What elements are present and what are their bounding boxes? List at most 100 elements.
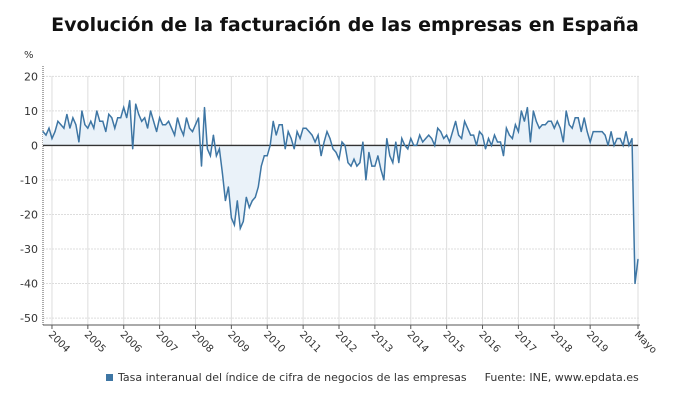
data-point: [478, 131, 481, 133]
data-point: [347, 162, 349, 164]
data-point: [449, 141, 451, 143]
data-point: [153, 120, 155, 122]
data-point: [123, 106, 125, 109]
data-point: [365, 179, 367, 181]
source-text: Fuente: INE, www.epdata.es: [484, 371, 639, 384]
data-point: [45, 134, 47, 136]
y-tick-label: -40: [20, 278, 38, 291]
data-point: [568, 124, 570, 126]
data-point: [547, 120, 549, 122]
data-point: [595, 131, 597, 133]
x-tick-label: 2019: [584, 329, 610, 355]
data-point: [356, 165, 358, 167]
data-point: [209, 155, 212, 157]
data-point: [484, 148, 487, 150]
data-point: [422, 141, 424, 143]
data-point: [425, 137, 427, 140]
data-point: [129, 99, 131, 102]
data-point: [260, 165, 262, 167]
data-point: [69, 127, 71, 129]
data-point: [323, 141, 325, 143]
data-point: [404, 144, 406, 147]
data-point: [472, 134, 475, 136]
data-point: [320, 155, 322, 157]
data-point: [514, 124, 517, 126]
data-point: [481, 134, 484, 136]
data-point: [170, 127, 173, 129]
data-point: [120, 117, 122, 119]
data-point: [173, 134, 176, 136]
data-point: [54, 131, 56, 133]
data-point: [299, 137, 301, 140]
data-point: [197, 117, 200, 119]
data-point: [284, 148, 286, 150]
data-point: [440, 131, 442, 133]
data-point: [302, 127, 304, 129]
data-point: [179, 127, 182, 129]
data-point: [550, 120, 552, 122]
data-point: [466, 127, 469, 129]
data-point: [63, 127, 65, 129]
data-point: [227, 186, 229, 188]
data-point: [562, 141, 564, 143]
data-point: [389, 155, 391, 157]
data-point: [601, 131, 603, 133]
data-point: [332, 148, 334, 150]
data-point: [359, 162, 361, 164]
data-point: [401, 137, 403, 140]
data-point: [475, 144, 478, 147]
data-point: [263, 155, 265, 157]
data-point: [236, 200, 238, 202]
y-tick-label: -20: [20, 208, 38, 221]
data-point: [392, 162, 394, 164]
data-point: [233, 224, 235, 226]
data-point: [135, 103, 137, 105]
data-point: [413, 144, 415, 147]
data-point: [117, 117, 119, 119]
data-point: [559, 127, 561, 129]
data-point: [102, 120, 104, 122]
data-point: [386, 137, 388, 140]
data-point: [577, 117, 579, 119]
data-point: [535, 120, 537, 122]
data-point: [156, 131, 158, 133]
y-tick-label: 0: [31, 139, 38, 152]
data-point: [398, 162, 400, 164]
data-point: [161, 124, 164, 126]
data-point: [416, 144, 418, 147]
data-point: [245, 196, 247, 198]
data-point: [326, 131, 328, 133]
data-point: [266, 155, 268, 157]
x-tick-label: 2014: [405, 329, 431, 355]
data-point: [493, 134, 496, 136]
data-point: [353, 158, 355, 160]
y-axis-label: %: [24, 50, 34, 61]
data-point: [215, 155, 218, 157]
data-point: [293, 148, 295, 150]
data-point: [517, 131, 520, 133]
data-point: [188, 127, 191, 129]
data-point: [380, 169, 382, 171]
data-point: [87, 127, 89, 129]
data-point: [281, 124, 283, 126]
data-point: [311, 134, 313, 136]
data-point: [176, 117, 179, 119]
x-tick-label: 2017: [512, 329, 538, 355]
data-point: [105, 131, 107, 133]
data-point: [72, 117, 74, 119]
data-point: [604, 134, 606, 136]
data-point: [150, 110, 152, 112]
data-point: [164, 124, 167, 126]
data-point: [613, 144, 615, 147]
legend-swatch: [106, 374, 113, 381]
data-point: [574, 117, 576, 119]
data-point: [84, 124, 86, 126]
x-tick-label: 2006: [118, 329, 144, 355]
data-point: [254, 196, 256, 198]
data-point: [278, 124, 280, 126]
data-point: [586, 131, 588, 133]
data-point: [541, 124, 543, 126]
data-point: [329, 137, 331, 140]
data-point: [99, 120, 101, 122]
